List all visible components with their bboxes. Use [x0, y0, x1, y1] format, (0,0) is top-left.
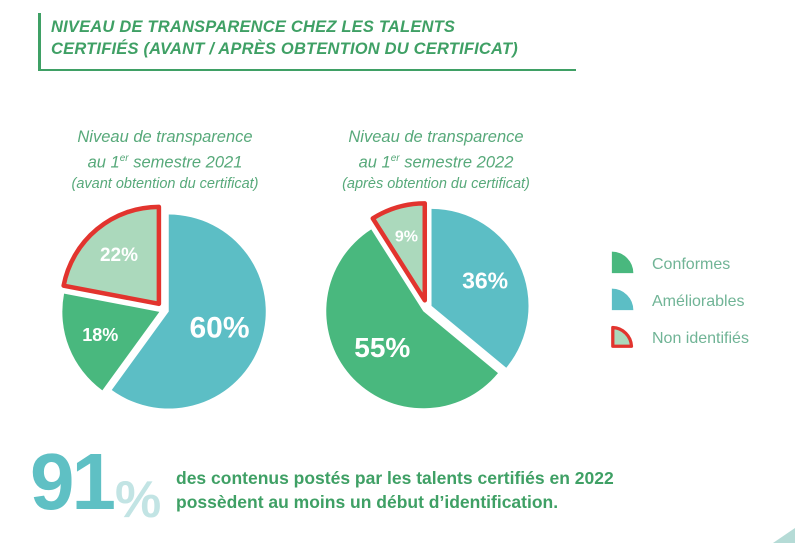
- pie-slice-label-ameliorables: 60%: [189, 312, 249, 345]
- legend-item-conformes: Conformes: [610, 247, 749, 275]
- non-identifies-swatch-icon: [611, 325, 634, 348]
- pie-2021-subtitle: (avant obtention du certificat): [71, 175, 259, 192]
- pie-slice-non-identifies: [370, 201, 428, 303]
- pie-2021-title-line-2: au 1er semestre 2021: [87, 153, 243, 172]
- pie-slice-ameliorables: [111, 214, 266, 409]
- pie-slice-label-conformes: 55%: [354, 332, 410, 363]
- ameliorables-swatch-icon: [611, 288, 634, 311]
- pie-2022-title: Niveau de transparence au 1er semestre 2…: [296, 127, 576, 195]
- pie-slice-conformes: [62, 293, 160, 391]
- key-stat-caption-line-2: possèdent au moins un début d’identifica…: [176, 492, 559, 512]
- pie-slice-non-identifies: [61, 204, 162, 307]
- legend-label-conformes: Conformes: [652, 256, 731, 273]
- conformes-swatch-icon: [611, 251, 634, 274]
- pie-2022-title-line-2: au 1er semestre 2022: [358, 153, 514, 172]
- legend-label-non-identifies: Non identifiés: [652, 330, 749, 347]
- pie-chart-2022: 36% 55% 9%: [326, 201, 529, 409]
- page-title: NIVEAU DE TRANSPARENCE CHEZ LES TALENTS …: [51, 16, 576, 60]
- pie-chart-2021: 60% 18% 22%: [61, 204, 266, 409]
- legend-item-non-identifies: Non identifiés: [610, 321, 749, 349]
- page-title-line-2: CERTIFIÉS (AVANT / APRÈS OBTENTION DU CE…: [51, 40, 518, 58]
- page-title-line-1: NIVEAU DE TRANSPARENCE CHEZ LES TALENTS: [51, 18, 456, 36]
- pie-2021-title-line-1: Niveau de transparence: [77, 128, 253, 146]
- pie-2022-title-line-1: Niveau de transparence: [348, 128, 524, 146]
- key-stat-caption-line-1: des contenus postés par les talents cert…: [176, 468, 614, 488]
- pie-slice-label-ameliorables: 36%: [462, 268, 508, 294]
- pie-slice-conformes: [326, 229, 498, 409]
- pie-slice-label-non-identifies: 22%: [100, 245, 138, 266]
- corner-decoration: [773, 528, 795, 543]
- pie-slice-label-conformes: 18%: [82, 325, 118, 345]
- pie-slice-ameliorables: [431, 208, 529, 368]
- legend-item-ameliorables: Améliorables: [610, 284, 749, 312]
- key-stat: 91%: [30, 442, 161, 530]
- pie-slice-label-non-identifies: 9%: [395, 229, 418, 246]
- pie-2021-title: Niveau de transparence au 1er semestre 2…: [25, 127, 305, 195]
- key-stat-percent-sign: %: [114, 471, 162, 529]
- page-title-block: NIVEAU DE TRANSPARENCE CHEZ LES TALENTS …: [38, 13, 576, 71]
- key-stat-caption: des contenus postés par les talents cert…: [176, 466, 614, 514]
- key-stat-value: 91: [30, 437, 116, 526]
- pie-2022-subtitle: (après obtention du certificat): [342, 175, 530, 192]
- legend-label-ameliorables: Améliorables: [652, 293, 745, 310]
- legend: Conformes Améliorables Non identifiés: [610, 247, 749, 358]
